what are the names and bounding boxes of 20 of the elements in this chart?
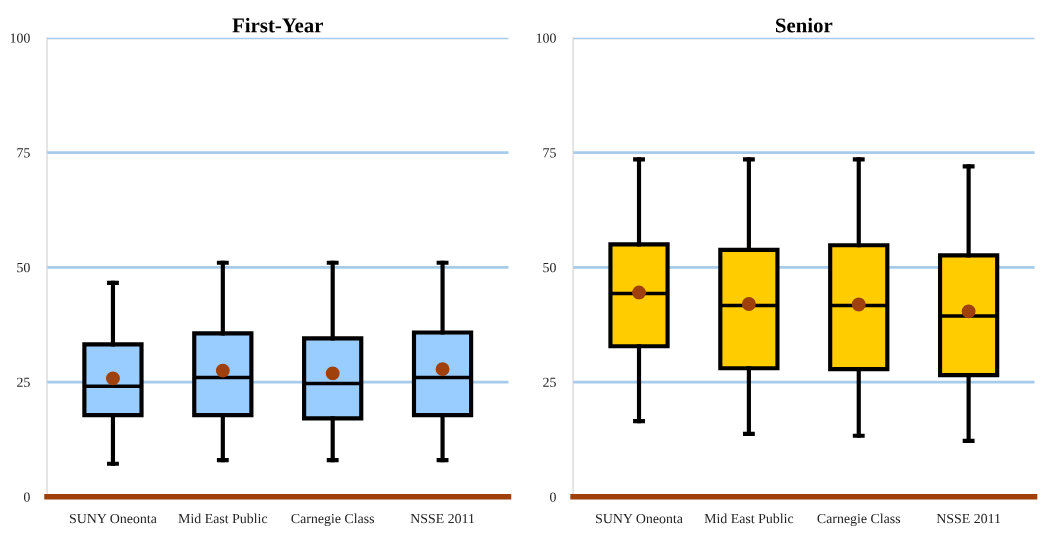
y-tick-label: 25: [543, 377, 556, 388]
x-tick-label: NSSE 2011: [936, 513, 1001, 524]
x-tick-label: Mid East Public: [704, 513, 794, 524]
y-tick-label: 0: [550, 492, 556, 502]
y-tick-label: 0: [23, 492, 30, 502]
chart-title: First-Year: [232, 17, 323, 33]
y-tick-label: 100: [536, 33, 556, 43]
chart-title: Senior: [775, 17, 833, 33]
x-tick-label: Carnegie Class: [817, 513, 901, 527]
y-tick-label: 50: [17, 262, 30, 273]
x-tick-label: Mid East Public: [178, 513, 268, 524]
x-tick-label: NSSE 2011: [410, 513, 475, 524]
y-tick-label: 100: [10, 33, 30, 43]
y-tick-label: 50: [543, 262, 556, 273]
x-tick-label: SUNY Oneonta: [596, 513, 683, 524]
y-tick-label: 75: [17, 148, 30, 158]
x-tick-label: SUNY Oneonta: [69, 513, 157, 524]
y-tick-label: 75: [543, 148, 556, 158]
y-tick-label: 25: [17, 377, 30, 388]
x-tick-label: Carnegie Class: [291, 513, 375, 527]
